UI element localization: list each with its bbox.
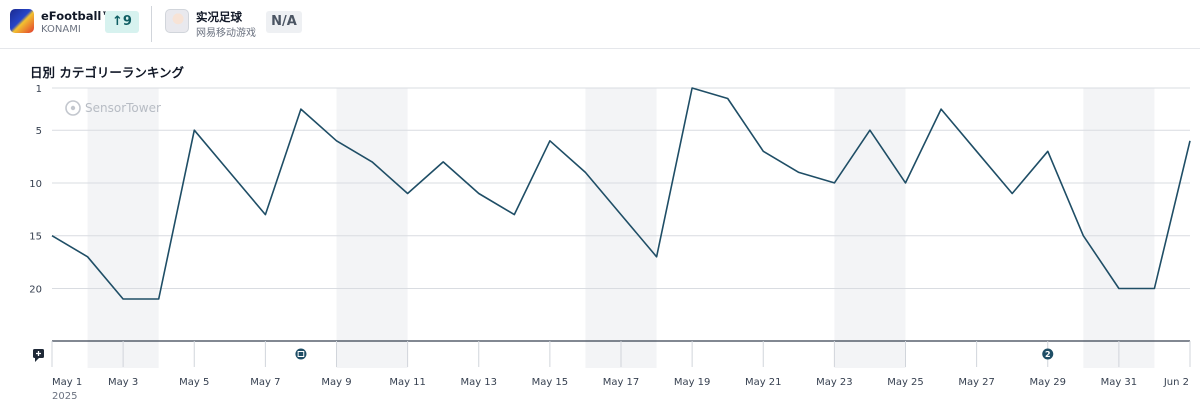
sensor-tower-watermark: SensorTower [65, 100, 161, 116]
chart-title: 日別 カテゴリーランキング [30, 65, 184, 80]
rank-change-value: N/A [271, 14, 297, 29]
data-point [975, 149, 979, 153]
data-point [441, 160, 445, 164]
data-point [370, 160, 374, 164]
y-tick-label: 10 [29, 179, 42, 190]
data-point [939, 107, 943, 111]
weekend-band [336, 88, 408, 368]
data-point [619, 213, 623, 217]
data-point [761, 149, 765, 153]
event-marker[interactable]: 2 [1042, 348, 1054, 360]
y-tick-label: 5 [36, 126, 42, 137]
x-tick-label: May 15 [532, 377, 569, 388]
event-marker-count: 2 [1045, 350, 1051, 359]
app-name: eFootball™ [41, 9, 113, 23]
app-efootball[interactable]: eFootball™ KONAMI ↑9 [10, 8, 150, 38]
data-point [512, 213, 516, 217]
y-tick-label: 15 [29, 232, 42, 243]
weekend-band [585, 88, 657, 368]
weekend-band [1083, 88, 1155, 368]
app-publisher: KONAMI [41, 24, 81, 35]
data-point [263, 213, 267, 217]
event-marker-circle [295, 348, 307, 360]
grid-lines [52, 87, 1190, 289]
x-tick-label: May 25 [887, 377, 924, 388]
x-tick-label: Jun 2 [1163, 377, 1189, 388]
weekend-band [834, 88, 906, 368]
x-tick-label: May 23 [816, 377, 853, 388]
efootball-app-icon [10, 9, 34, 33]
header-divider [151, 6, 152, 42]
data-point [299, 107, 303, 111]
data-point [583, 170, 587, 174]
x-tick-label: May 7 [250, 377, 280, 388]
data-point [797, 170, 801, 174]
data-point [157, 297, 161, 301]
y-tick-label: 1 [36, 84, 42, 95]
x-tick-label: May 13 [460, 377, 497, 388]
arrow-up-icon: ↑ [112, 14, 123, 29]
year-label: 2025 [52, 391, 77, 402]
data-point [477, 192, 481, 196]
data-point [121, 297, 125, 301]
app-publisher: 网易移动游戏 [196, 28, 256, 39]
data-point [228, 170, 232, 174]
event-markers: 2 [295, 348, 1054, 360]
x-tick-label: May 29 [1029, 377, 1066, 388]
data-point [1046, 149, 1050, 153]
data-point [192, 128, 196, 132]
x-axis-ticks: May 1 May 3 May 5 May 7 May 9 May 11 May 13 May… [51, 341, 1191, 388]
x-tick-label: May 5 [179, 377, 209, 388]
watermark-text: SensorTower [85, 101, 161, 115]
data-point [1152, 286, 1156, 290]
sensor-tower-logo-icon [65, 100, 81, 116]
jikkyou-app-icon [165, 9, 189, 33]
x-tick-label: May 27 [958, 377, 995, 388]
app-jikkyou[interactable]: 实况足球 网易移动游戏 N/A [165, 8, 305, 39]
rank-change-badge: ↑9 [105, 11, 139, 33]
data-point [904, 181, 908, 185]
data-point [406, 192, 410, 196]
comment-plus-icon[interactable] [33, 349, 44, 362]
data-point [1010, 192, 1014, 196]
event-marker-circle [1042, 348, 1054, 360]
data-point [86, 255, 90, 259]
data-point [655, 255, 659, 259]
data-point [335, 139, 339, 143]
data-point [1081, 234, 1085, 238]
ranking-series [50, 86, 1192, 301]
app-comparison-header: eFootball™ KONAMI ↑9 实况足球 网易移动游戏 N/A [0, 0, 1200, 49]
x-tick-label: May 11 [389, 377, 426, 388]
data-point [832, 181, 836, 185]
x-tick-label: May 3 [108, 377, 138, 388]
calendar-event-icon[interactable] [295, 348, 307, 360]
ranking-line [51, 87, 1191, 300]
y-tick-label: 20 [29, 284, 42, 295]
data-point [1188, 139, 1192, 143]
rank-change-badge: N/A [266, 11, 302, 33]
data-point [690, 86, 694, 90]
x-tick-label: May 19 [674, 377, 711, 388]
data-point [868, 128, 872, 132]
app-name: 实况足球 [196, 10, 242, 24]
data-point [50, 234, 54, 238]
data-point [548, 139, 552, 143]
weekend-bands [87, 88, 1155, 368]
x-tick-label: May 17 [603, 377, 640, 388]
x-tick-label: May 9 [321, 377, 351, 388]
data-point [726, 97, 730, 101]
event-marker-glyph [297, 351, 305, 357]
weekend-band [87, 88, 159, 368]
sensor-tower-logo-dot [70, 105, 76, 111]
x-tick-label: May 21 [745, 377, 782, 388]
rank-change-value: 9 [122, 14, 132, 29]
x-tick-label: May 31 [1101, 377, 1138, 388]
x-tick-label: May 1 [52, 377, 82, 388]
data-point [1117, 286, 1121, 290]
